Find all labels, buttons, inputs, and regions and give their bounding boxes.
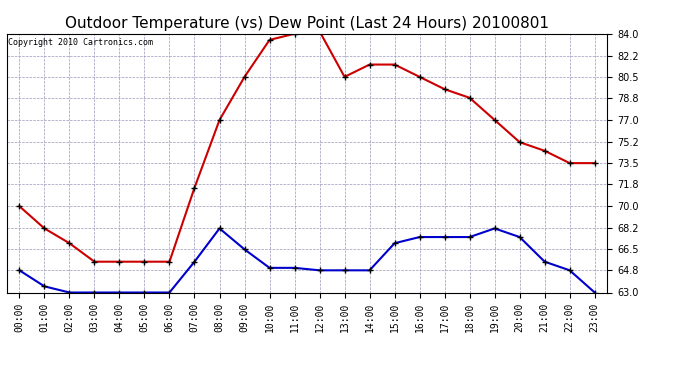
- Title: Outdoor Temperature (vs) Dew Point (Last 24 Hours) 20100801: Outdoor Temperature (vs) Dew Point (Last…: [65, 16, 549, 31]
- Text: Copyright 2010 Cartronics.com: Copyright 2010 Cartronics.com: [8, 38, 153, 46]
